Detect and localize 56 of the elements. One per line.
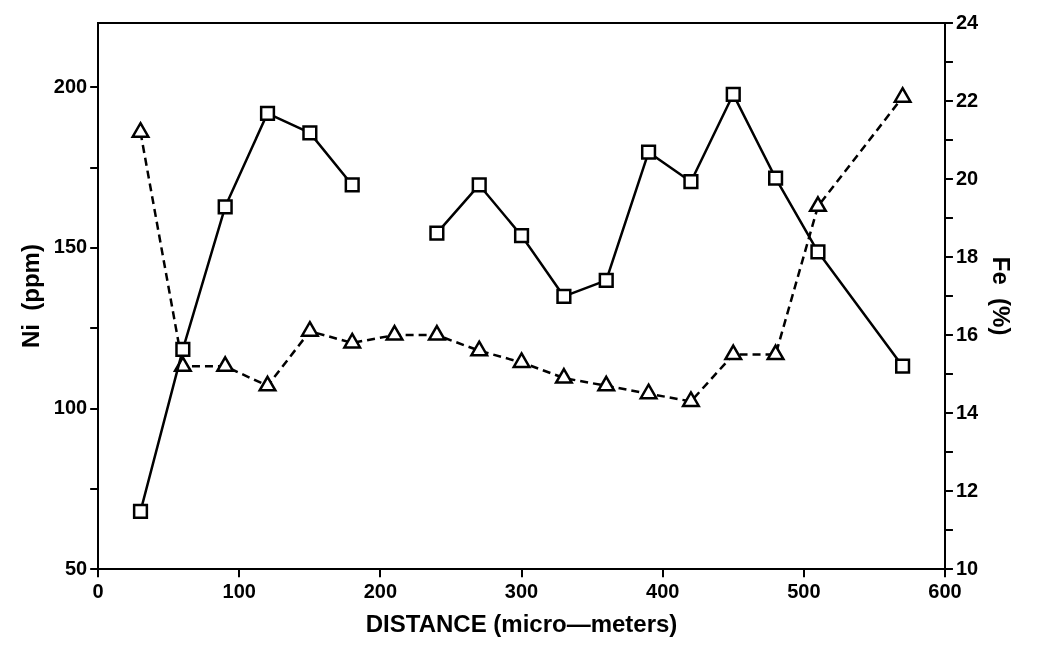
point <box>385 324 404 341</box>
point <box>132 503 149 519</box>
x-axis-title: DISTANCE (micro—meters) <box>365 610 678 638</box>
y2-tick-label: 24 <box>955 10 980 33</box>
x-tick-label: 0 <box>92 579 104 602</box>
point <box>597 375 616 392</box>
point <box>344 177 360 193</box>
x-tick-label: 500 <box>787 579 821 602</box>
point <box>724 344 743 361</box>
y2-tick-label: 12 <box>955 478 979 501</box>
point <box>554 367 573 384</box>
point <box>259 105 276 121</box>
point <box>640 144 657 160</box>
point <box>808 196 827 213</box>
point <box>895 358 911 374</box>
y2-tick-label: 14 <box>955 400 980 423</box>
y-tick-label: 50 <box>64 556 88 579</box>
y-tick-label: 150 <box>53 235 88 258</box>
y2-tick-label: 20 <box>955 166 979 189</box>
point <box>766 344 785 361</box>
x-tick-label: 100 <box>222 579 256 602</box>
point <box>216 356 235 373</box>
y-tick-label: 100 <box>53 396 88 419</box>
point <box>681 391 700 408</box>
point <box>258 375 277 392</box>
point <box>175 341 191 358</box>
point <box>343 332 362 349</box>
point <box>893 86 912 103</box>
y-tick-label: 200 <box>53 74 88 97</box>
y2-tick-label: 22 <box>955 88 979 111</box>
x-tick-label: 300 <box>504 579 539 602</box>
y2-tick-label: 16 <box>955 322 979 345</box>
point <box>217 199 233 215</box>
y2-axis-title: Fe (%) <box>987 256 1015 336</box>
y2-tick-label: 18 <box>955 244 979 267</box>
point <box>810 244 826 260</box>
point <box>683 174 699 190</box>
point <box>512 352 531 369</box>
x-tick-label: 200 <box>363 579 398 602</box>
x-tick-label: 400 <box>646 579 680 602</box>
y2-tick-label: 10 <box>955 556 979 579</box>
point <box>470 340 489 357</box>
point <box>131 121 150 138</box>
point <box>556 288 572 305</box>
point <box>427 324 446 341</box>
point <box>767 170 784 186</box>
y-axis-title: Ni (ppm) <box>17 244 45 349</box>
point <box>300 320 319 337</box>
point <box>471 177 487 193</box>
point <box>429 225 445 241</box>
point <box>513 228 530 244</box>
x-tick-label: 600 <box>928 579 962 602</box>
point <box>598 272 614 288</box>
point <box>639 383 658 400</box>
point <box>725 86 741 102</box>
point <box>302 125 318 141</box>
